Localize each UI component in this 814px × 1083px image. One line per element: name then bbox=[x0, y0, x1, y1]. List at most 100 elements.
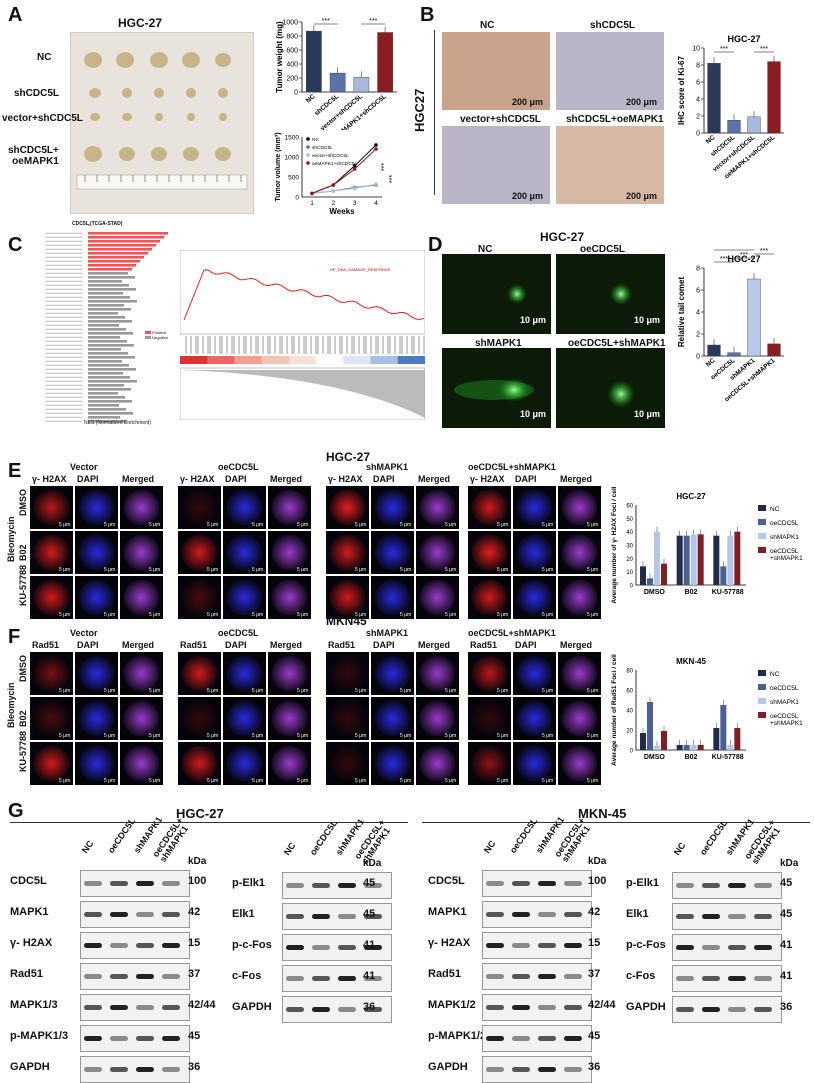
protein-label: p-MAPK1/2 bbox=[428, 1030, 487, 1042]
legend-label: shCDC5L bbox=[312, 145, 333, 151]
y-tick-label: 1500 bbox=[285, 135, 300, 142]
kda-value: 37 bbox=[588, 968, 601, 980]
legend-label: NC bbox=[770, 506, 780, 513]
scale-bar-text: 5 μm bbox=[587, 522, 598, 528]
data-point bbox=[331, 183, 336, 187]
blot-band bbox=[512, 1066, 530, 1072]
kda-value: 45 bbox=[363, 908, 376, 920]
legend-label: shMAPK1 bbox=[770, 699, 799, 706]
ihc-label-nc: NC bbox=[480, 20, 495, 31]
legend-swatch bbox=[758, 519, 766, 525]
pathway-label-placeholder bbox=[46, 260, 82, 262]
blot-band bbox=[286, 882, 304, 888]
data-point bbox=[352, 164, 357, 168]
blot-band bbox=[728, 1006, 746, 1012]
sig-marker: *** bbox=[720, 46, 728, 53]
pathway-label-placeholder bbox=[46, 416, 82, 418]
sig-marker: *** bbox=[760, 248, 768, 255]
pathway-label-placeholder bbox=[46, 312, 82, 314]
scale-bar-text: 5 μm bbox=[400, 778, 411, 784]
pathway-label-placeholder bbox=[46, 268, 82, 270]
data-point bbox=[310, 191, 314, 196]
bar bbox=[747, 278, 761, 357]
pathway-label-placeholder bbox=[46, 328, 82, 330]
protein-label: p-Elk1 bbox=[626, 877, 660, 889]
if-cell-image: 5 μm bbox=[371, 652, 414, 695]
row-label: B02 bbox=[18, 544, 28, 561]
legend-swatch bbox=[758, 533, 766, 539]
pathway-label-placeholder bbox=[46, 276, 82, 278]
blot-band bbox=[564, 973, 582, 979]
channel-label: Rad51 bbox=[32, 640, 60, 650]
kda-value: 41 bbox=[780, 970, 793, 982]
blot-band bbox=[486, 880, 504, 886]
if-cell-image: 5 μm bbox=[178, 652, 221, 695]
pathway-label-placeholder bbox=[46, 244, 82, 246]
blot-band bbox=[486, 1004, 504, 1010]
nes-bar bbox=[88, 304, 124, 307]
y-tick-label: 80 bbox=[626, 669, 633, 675]
legend-label: +shMAPK1 bbox=[770, 555, 803, 562]
y-tick-label: 200 bbox=[286, 76, 298, 83]
pathway-label-placeholder bbox=[46, 364, 82, 366]
group-label: oeCDC5L bbox=[218, 462, 259, 472]
kda-value: 45 bbox=[188, 1030, 201, 1042]
ihc-image-vector bbox=[442, 126, 550, 204]
comet-label-nc: NC bbox=[478, 244, 493, 255]
if-cell-image: 5 μm bbox=[120, 742, 163, 785]
y-tick-label: 1000 bbox=[285, 155, 300, 162]
blot-band bbox=[676, 975, 694, 981]
pathway-label-placeholder bbox=[46, 368, 82, 370]
scale-bar-text: 5 μm bbox=[104, 688, 115, 694]
y-axis-label: Tumor volume (mm³) bbox=[275, 132, 282, 201]
if-cell-image: 5 μm bbox=[558, 697, 601, 740]
row-label: KU-57788 bbox=[18, 564, 28, 606]
protein-label: GAPDH bbox=[626, 1001, 666, 1013]
chart-title: HGC-27 bbox=[727, 34, 760, 44]
legend-label: oeCDC5L bbox=[770, 548, 799, 555]
blot-band bbox=[286, 913, 304, 919]
y-tick-label: 1000 bbox=[282, 20, 298, 27]
if-cell-image: 5 μm bbox=[30, 697, 73, 740]
if-cell-image: 5 μm bbox=[75, 531, 118, 574]
if-cell-image: 5 μm bbox=[416, 742, 459, 785]
y-tick-label: 20 bbox=[626, 729, 633, 735]
if-cell-image: 5 μm bbox=[223, 697, 266, 740]
blot-band bbox=[162, 1066, 180, 1072]
blot-band bbox=[110, 942, 128, 948]
blot-band bbox=[512, 1004, 530, 1010]
comet-image-nc bbox=[442, 254, 551, 334]
legend-swatch bbox=[758, 684, 766, 690]
group-label: oeCDC5L bbox=[218, 628, 259, 638]
if-cell-image: 5 μm bbox=[416, 697, 459, 740]
blot-band bbox=[84, 942, 102, 948]
blot-band bbox=[676, 1006, 694, 1012]
data-point bbox=[352, 167, 357, 171]
if-cell-image: 5 μm bbox=[30, 576, 73, 619]
rank-color bbox=[316, 356, 345, 364]
if-cell-image: 5 μm bbox=[178, 742, 221, 785]
treatment-label: Bleomycin bbox=[6, 516, 16, 562]
legend-positive: Positive bbox=[152, 330, 167, 335]
scale-bar-text: 5 μm bbox=[400, 522, 411, 528]
legend-label: oeCDC5L bbox=[770, 685, 799, 692]
data-point bbox=[352, 186, 357, 190]
nes-bar bbox=[88, 260, 140, 263]
pathway-label-placeholder bbox=[46, 316, 82, 318]
legend-negative: Negative bbox=[152, 335, 168, 340]
scale-bar-text: 5 μm bbox=[59, 567, 70, 573]
scale-bar-text: 5 μm bbox=[297, 522, 308, 528]
protein-label: MAPK1/2 bbox=[428, 999, 476, 1011]
pathway-label-placeholder bbox=[46, 376, 82, 378]
legend-swatch bbox=[758, 670, 766, 676]
nes-chart-title: CDC5L (TCGA-STAD) bbox=[72, 221, 123, 227]
scale-bar-text: 10 μm bbox=[634, 315, 661, 325]
y-tick-label: 40 bbox=[626, 530, 633, 536]
pathway-label-placeholder bbox=[46, 348, 82, 350]
if-cell-image: 5 μm bbox=[268, 576, 311, 619]
bar bbox=[697, 534, 704, 585]
pathway-label-placeholder bbox=[46, 344, 82, 346]
pathway-label-placeholder bbox=[46, 340, 82, 342]
if-cell-image: 5 μm bbox=[326, 697, 369, 740]
blot-band bbox=[312, 913, 330, 919]
